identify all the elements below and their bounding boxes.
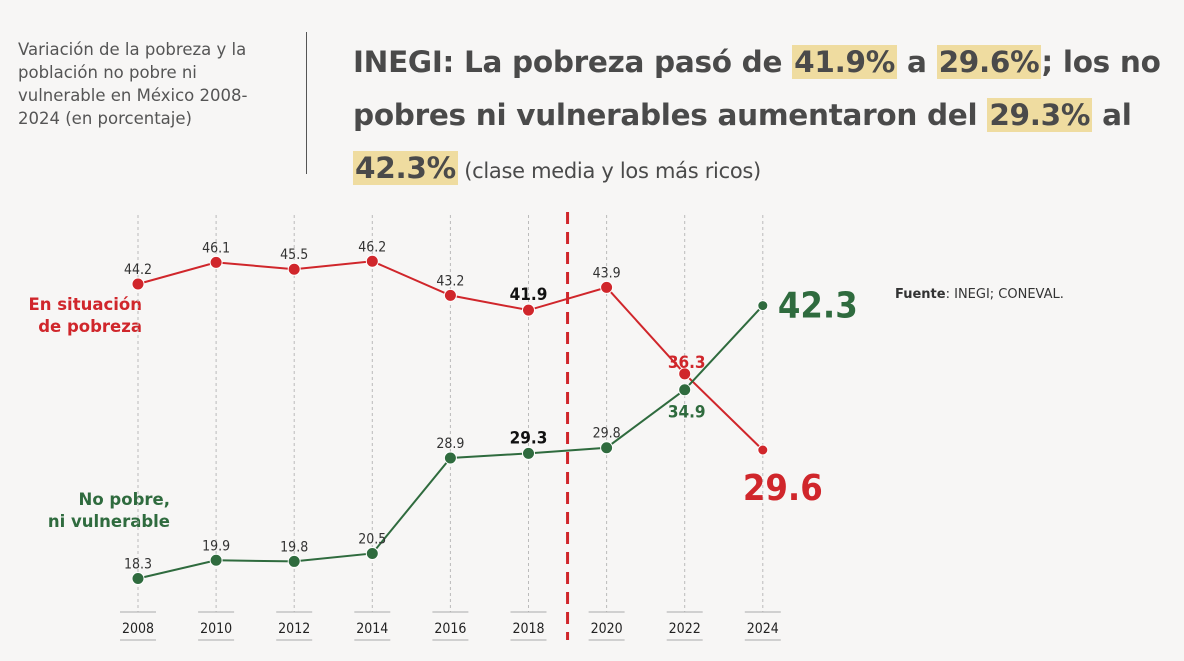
data-point: [600, 280, 614, 294]
label-line: No pobre,: [78, 490, 170, 509]
headline-text: al: [1092, 98, 1132, 132]
x-tick-label: 2010: [200, 621, 232, 637]
data-point: [522, 446, 535, 460]
label-line: de pobreza: [38, 317, 142, 336]
data-label: 19.8: [280, 539, 308, 555]
highlight: 41.9%: [792, 45, 898, 79]
headline-text: INEGI: La pobreza pasó de: [353, 45, 793, 79]
data-point: [757, 444, 769, 456]
x-tick-label: 2020: [591, 621, 623, 637]
data-label: 19.9: [202, 538, 230, 554]
data-point: [365, 546, 379, 560]
data-point: [600, 441, 614, 455]
data-point: [365, 254, 379, 268]
label-line: ni vulnerable: [47, 512, 170, 531]
highlight: 42.3%: [353, 151, 458, 185]
data-label: 36.3: [668, 353, 706, 373]
data-label: 43.2: [436, 273, 464, 289]
highlight: 29.3%: [987, 98, 1093, 132]
data-point: [522, 303, 535, 317]
data-label: 45.5: [280, 247, 308, 263]
data-point: [443, 451, 457, 465]
data-label: 29.8: [593, 426, 621, 442]
headline-note: (clase media y los más ricos): [457, 159, 761, 183]
data-point: [678, 383, 692, 397]
source-text: : INEGI; CONEVAL.: [945, 287, 1064, 302]
x-tick-label: 2016: [434, 621, 466, 637]
data-point: [131, 571, 145, 585]
data-label: 18.3: [124, 556, 152, 572]
data-label: 44.2: [124, 262, 152, 278]
data-point: [287, 262, 301, 276]
chart-subtitle: Variación de la pobreza y la población n…: [18, 40, 248, 128]
x-tick-label: 2014: [356, 621, 388, 637]
x-tick-label: 2008: [122, 621, 154, 637]
x-tick-label: 2024: [747, 621, 779, 637]
data-label: 29.6: [743, 468, 823, 509]
data-point: [209, 553, 223, 567]
headline-text: ; los no pobres ni vulnerables aumentaro…: [353, 45, 1161, 132]
data-label: 28.9: [436, 436, 464, 452]
data-point: [443, 288, 457, 302]
data-label: 42.3: [778, 286, 858, 327]
header-divider: [306, 32, 307, 174]
data-label: 46.1: [202, 240, 230, 256]
headline: INEGI: La pobreza pasó de 41.9% a 29.6%;…: [353, 36, 1173, 198]
data-label: 29.3: [510, 428, 548, 448]
data-label: 43.9: [593, 265, 621, 281]
label-line: En situación: [28, 295, 142, 314]
x-tick-label: 2012: [278, 621, 310, 637]
x-tick-label: 2018: [512, 621, 544, 637]
source-note: Fuente: INEGI; CONEVAL.: [895, 287, 1064, 302]
series-label-poverty: En situación de pobreza: [20, 294, 142, 338]
data-point: [209, 255, 223, 269]
data-label: 46.2: [358, 239, 386, 255]
x-tick-label: 2022: [669, 621, 701, 637]
data-label: 20.5: [358, 531, 386, 547]
data-point: [131, 277, 145, 291]
data-label: 41.9: [510, 285, 548, 305]
headline-text: a: [897, 45, 937, 79]
data-point: [757, 300, 769, 312]
data-label: 34.9: [668, 403, 706, 423]
series-label-nonpoor: No pobre, ni vulnerable: [20, 489, 170, 533]
source-label: Fuente: [895, 287, 946, 302]
highlight: 29.6%: [936, 45, 1042, 79]
data-point: [287, 554, 301, 568]
data-point: [678, 367, 692, 381]
